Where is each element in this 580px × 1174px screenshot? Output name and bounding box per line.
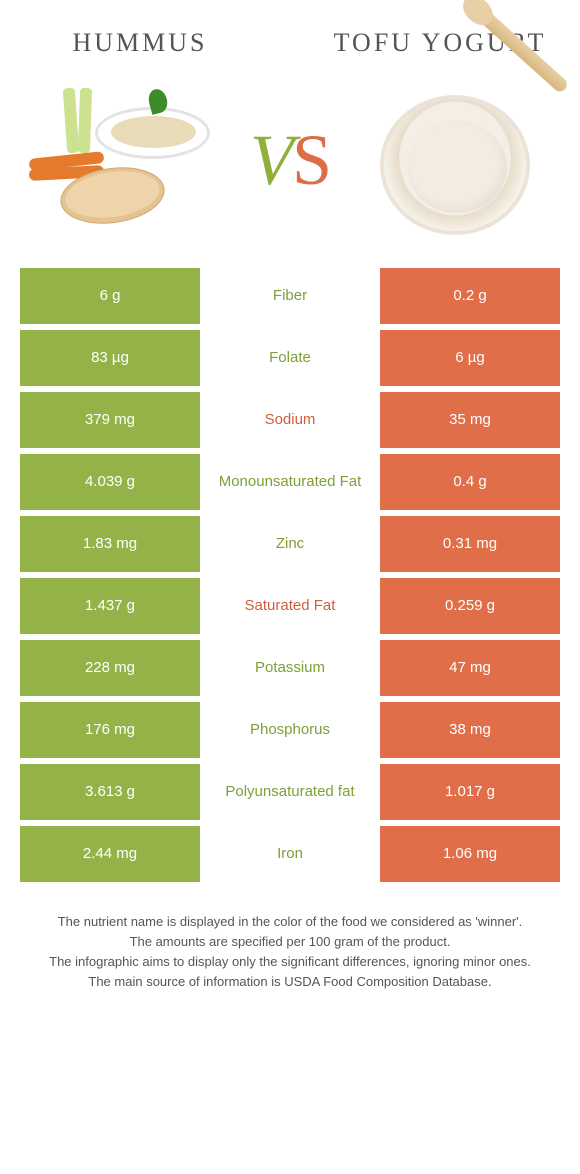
table-row: 228 mgPotassium47 mg bbox=[20, 640, 560, 696]
footer-line: The infographic aims to display only the… bbox=[30, 952, 550, 972]
footer-line: The nutrient name is displayed in the co… bbox=[30, 912, 550, 932]
value-left: 4.039 g bbox=[20, 454, 200, 510]
table-row: 4.039 gMonounsaturated Fat0.4 g bbox=[20, 454, 560, 510]
table-row: 176 mgPhosphorus38 mg bbox=[20, 702, 560, 758]
nutrient-label: Polyunsaturated fat bbox=[200, 764, 380, 820]
value-left: 6 g bbox=[20, 268, 200, 324]
table-row: 2.44 mgIron1.06 mg bbox=[20, 826, 560, 882]
table-row: 1.437 gSaturated Fat0.259 g bbox=[20, 578, 560, 634]
comparison-table: 6 gFiber0.2 g 83 µgFolate6 µg 379 mgSodium… bbox=[20, 268, 560, 882]
nutrient-label: Fiber bbox=[200, 268, 380, 324]
value-right: 1.017 g bbox=[380, 764, 560, 820]
table-row: 83 µgFolate6 µg bbox=[20, 330, 560, 386]
value-left: 379 mg bbox=[20, 392, 200, 448]
value-right: 1.06 mg bbox=[380, 826, 560, 882]
value-right: 6 µg bbox=[380, 330, 560, 386]
value-left: 228 mg bbox=[20, 640, 200, 696]
value-right: 0.31 mg bbox=[380, 516, 560, 572]
value-right: 47 mg bbox=[380, 640, 560, 696]
nutrient-label: Phosphorus bbox=[200, 702, 380, 758]
image-row: VS bbox=[0, 68, 580, 268]
value-left: 176 mg bbox=[20, 702, 200, 758]
value-right: 0.2 g bbox=[380, 268, 560, 324]
value-left: 1.83 mg bbox=[20, 516, 200, 572]
value-left: 2.44 mg bbox=[20, 826, 200, 882]
title-left: HUMMUS bbox=[30, 28, 250, 58]
hummus-image bbox=[20, 75, 220, 245]
table-row: 6 gFiber0.2 g bbox=[20, 268, 560, 324]
value-right: 35 mg bbox=[380, 392, 560, 448]
footer-notes: The nutrient name is displayed in the co… bbox=[0, 912, 580, 993]
nutrient-label: Zinc bbox=[200, 516, 380, 572]
table-row: 3.613 gPolyunsaturated fat1.017 g bbox=[20, 764, 560, 820]
vs-v: V bbox=[250, 120, 292, 200]
nutrient-label: Saturated Fat bbox=[200, 578, 380, 634]
table-row: 1.83 mgZinc0.31 mg bbox=[20, 516, 560, 572]
vs-label: VS bbox=[250, 119, 330, 202]
nutrient-label: Folate bbox=[200, 330, 380, 386]
value-right: 0.4 g bbox=[380, 454, 560, 510]
nutrient-label: Potassium bbox=[200, 640, 380, 696]
table-row: 379 mgSodium35 mg bbox=[20, 392, 560, 448]
value-left: 83 µg bbox=[20, 330, 200, 386]
nutrient-label: Monounsaturated Fat bbox=[200, 454, 380, 510]
footer-line: The main source of information is USDA F… bbox=[30, 972, 550, 992]
value-right: 0.259 g bbox=[380, 578, 560, 634]
nutrient-label: Iron bbox=[200, 826, 380, 882]
value-right: 38 mg bbox=[380, 702, 560, 758]
nutrient-label: Sodium bbox=[200, 392, 380, 448]
yogurt-image bbox=[360, 75, 560, 245]
vs-s: S bbox=[292, 120, 330, 200]
value-left: 1.437 g bbox=[20, 578, 200, 634]
footer-line: The amounts are specified per 100 gram o… bbox=[30, 932, 550, 952]
value-left: 3.613 g bbox=[20, 764, 200, 820]
